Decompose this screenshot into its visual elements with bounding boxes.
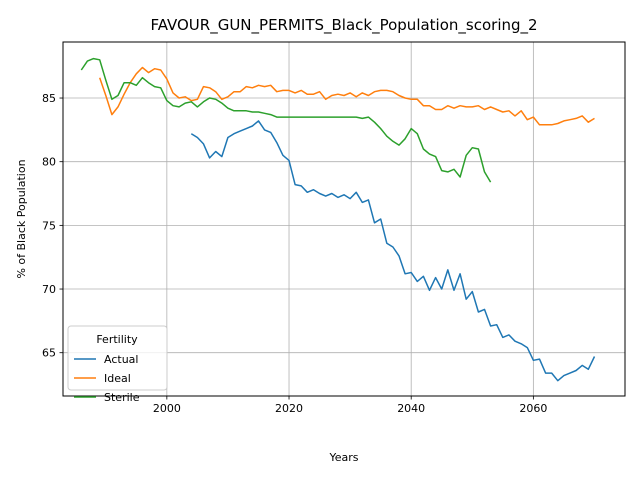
y-tick-label: 75: [42, 219, 56, 232]
series-lines: [80, 57, 596, 382]
y-tick-label: 70: [42, 283, 56, 296]
axis-ticks: 2000 2020 2040 2060 65 70 75 80 85: [42, 92, 547, 415]
legend-box: [67, 325, 168, 391]
y-tick-label: 85: [42, 92, 56, 105]
x-tick-label: 2040: [397, 402, 425, 415]
legend: Fertility Actual Ideal Sterile: [67, 325, 168, 404]
legend-label-actual: Actual: [104, 353, 138, 366]
y-tick-label: 80: [42, 156, 56, 169]
chart-title: FAVOUR_GUN_PERMITS_Black_Population_scor…: [150, 16, 537, 35]
series-line-actual: [190, 120, 596, 382]
y-tick-label: 65: [42, 347, 56, 360]
x-tick-label: 2020: [275, 402, 303, 415]
plot-area-frame: [62, 41, 626, 397]
legend-title: Fertility: [96, 333, 138, 346]
grid: [63, 42, 625, 396]
y-axis-label: % of Black Population: [15, 159, 28, 278]
x-tick-label: 2060: [519, 402, 547, 415]
series-line-ideal: [98, 66, 595, 126]
legend-label-ideal: Ideal: [104, 372, 131, 385]
legend-label-sterile: Sterile: [104, 391, 140, 404]
x-tick-label: 2000: [153, 402, 181, 415]
series-line-sterile: [80, 57, 492, 183]
x-axis-label: Years: [328, 451, 358, 464]
